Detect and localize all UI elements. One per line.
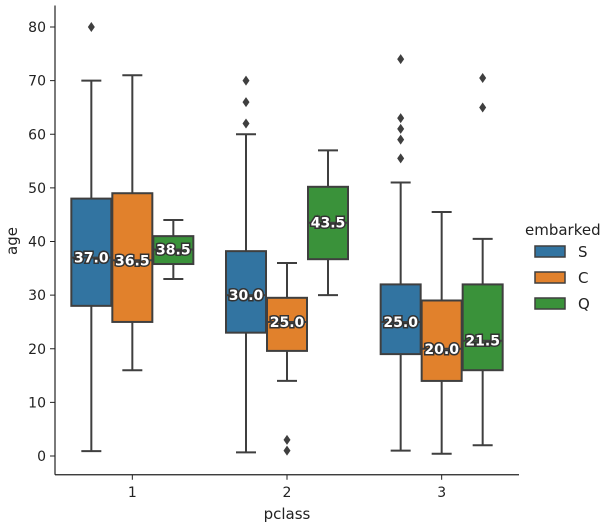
plot-area: 37.0 30.0 25.0 36.5 25.0 20.0 38.5 43.5 21.5 (70, 22, 504, 456)
box (379, 283, 422, 356)
box (420, 299, 463, 382)
outlier-point (283, 445, 291, 456)
box-Q-pclass-2: 43.5 (307, 149, 349, 297)
y-tick-label: 10 (28, 395, 46, 411)
box (225, 250, 267, 334)
legend-title: embarked (525, 221, 601, 239)
x-axis-label: pclass (264, 505, 311, 523)
outlier-point (397, 153, 405, 164)
y-tick-label: 0 (37, 449, 46, 465)
median-label: 20.0 (424, 342, 459, 358)
outlier-point (397, 54, 405, 65)
outlier-point (87, 22, 95, 32)
x-tick-label: 1 (128, 485, 137, 501)
legend-swatch-C (534, 271, 566, 284)
box (461, 283, 504, 372)
box-C-pclass-3: 20.0 (420, 211, 463, 455)
outlier-point (242, 118, 250, 129)
y-tick-label: 50 (28, 181, 46, 197)
y-axis: 0 10 20 30 40 50 60 70 80 (28, 5, 56, 475)
y-tick-label: 80 (28, 20, 46, 36)
y-tick-label: 70 (28, 74, 46, 90)
median-label: 36.5 (115, 253, 150, 269)
x-tick-label: 2 (283, 485, 292, 501)
outlier-point (397, 123, 405, 134)
box (266, 296, 308, 352)
y-tick-label: 20 (28, 342, 46, 358)
y-tick-label: 30 (28, 288, 46, 304)
x-tick-label: 3 (437, 485, 446, 501)
x-axis: 1 2 3 (55, 474, 519, 501)
box-Q-pclass-1: 38.5 (152, 219, 195, 281)
outlier-point (242, 75, 250, 86)
y-tick-label: 40 (28, 235, 46, 251)
legend-label-C: C (578, 269, 588, 287)
outlier-point (283, 434, 291, 445)
outlier-point (479, 102, 487, 113)
median-label: 43.5 (311, 216, 346, 232)
box-C-pclass-1: 36.5 (111, 74, 154, 372)
median-label: 21.5 (465, 334, 500, 350)
legend-label-S: S (578, 243, 588, 261)
box-C-pclass-2: 25.0 (266, 261, 308, 456)
outlier-point (397, 113, 405, 124)
outlier-point (479, 72, 487, 83)
y-axis-label: age (3, 227, 21, 255)
y-tick-label: 60 (28, 127, 46, 143)
box-S-pclass-3: 25.0 (379, 54, 422, 452)
legend-label-Q: Q (578, 295, 590, 313)
legend-swatch-Q (534, 297, 566, 310)
box-Q-pclass-3: 21.5 (461, 72, 504, 447)
median-label: 25.0 (383, 315, 418, 331)
legend-swatch-S (534, 245, 566, 258)
median-label: 25.0 (270, 315, 305, 331)
median-label: 38.5 (156, 243, 191, 259)
legend: embarked SCQ (525, 221, 601, 313)
median-label: 37.0 (74, 251, 109, 267)
box-S-pclass-2: 30.0 (225, 75, 267, 454)
box (70, 197, 113, 307)
outlier-point (397, 134, 405, 145)
median-label: 30.0 (229, 288, 264, 304)
box-S-pclass-1: 37.0 (70, 22, 113, 453)
outlier-point (242, 97, 250, 108)
